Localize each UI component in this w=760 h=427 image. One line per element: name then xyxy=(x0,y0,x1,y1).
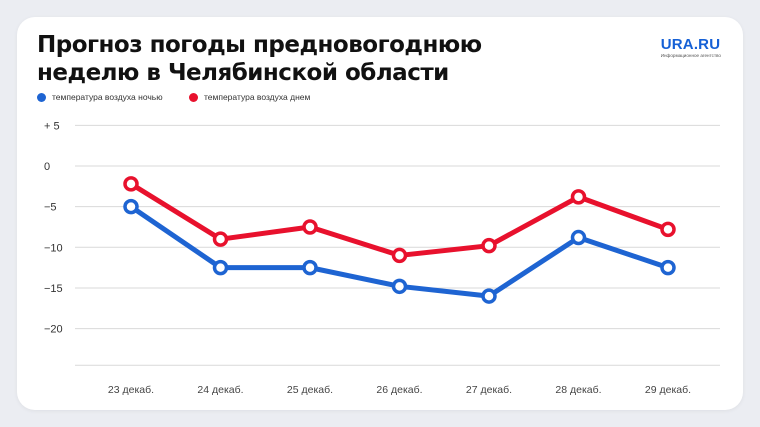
x-tick-label: 23 декаб. xyxy=(108,384,154,396)
x-tick-label: 28 декаб. xyxy=(555,384,601,396)
chart-title: Прогноз погоды предновогоднюю неделю в Ч… xyxy=(37,31,557,87)
data-point-day xyxy=(302,219,318,235)
title-line-1: Прогноз погоды предновогоднюю xyxy=(37,32,482,58)
y-tick-label: −10 xyxy=(44,242,63,254)
series-line-day xyxy=(128,181,671,258)
x-tick-label: 26 декаб. xyxy=(376,384,422,396)
data-point-day xyxy=(123,176,139,192)
y-tick-label: −15 xyxy=(44,283,63,295)
legend-label-night: температура воздуха ночью xyxy=(52,92,163,102)
y-tick-label: −5 xyxy=(44,202,57,214)
logo-text: URA.RU xyxy=(660,36,721,53)
y-tick-label: −20 xyxy=(44,324,63,336)
data-point-day xyxy=(391,247,408,264)
data-point-night xyxy=(123,198,139,215)
y-tick-label: 0 xyxy=(44,161,50,173)
data-point-day xyxy=(212,231,229,247)
legend-label-day: температура воздуха днем xyxy=(203,92,311,102)
y-tick-label: + 5 xyxy=(44,120,60,132)
legend-swatch-day xyxy=(188,92,198,102)
data-point-night xyxy=(212,259,229,276)
legend-item-night: температура воздуха ночью xyxy=(37,92,163,102)
data-point-night xyxy=(481,288,497,304)
x-tick-label: 24 декаб. xyxy=(197,384,243,396)
title-line-2: неделю в Челябинской области xyxy=(37,60,449,86)
legend-item-day: температура воздуха днем xyxy=(188,92,311,102)
data-point-night xyxy=(570,229,587,246)
data-point-day xyxy=(660,221,676,238)
data-point-day xyxy=(481,237,497,254)
x-tick-label: 27 декаб. xyxy=(466,384,512,396)
data-point-night xyxy=(660,259,676,276)
logo-subtitle: Информационное агентство xyxy=(660,53,721,58)
legend: температура воздуха ночью температура во… xyxy=(37,92,334,104)
legend-swatch-night xyxy=(37,92,46,102)
data-point-night xyxy=(302,259,318,276)
data-point-night xyxy=(391,278,408,295)
x-tick-label: 29 декаб. xyxy=(645,384,691,396)
data-point-day xyxy=(570,189,587,205)
x-tick-label: 25 декаб. xyxy=(287,384,333,396)
ura-logo[interactable]: URA.RU Информационное агентство xyxy=(661,37,721,59)
